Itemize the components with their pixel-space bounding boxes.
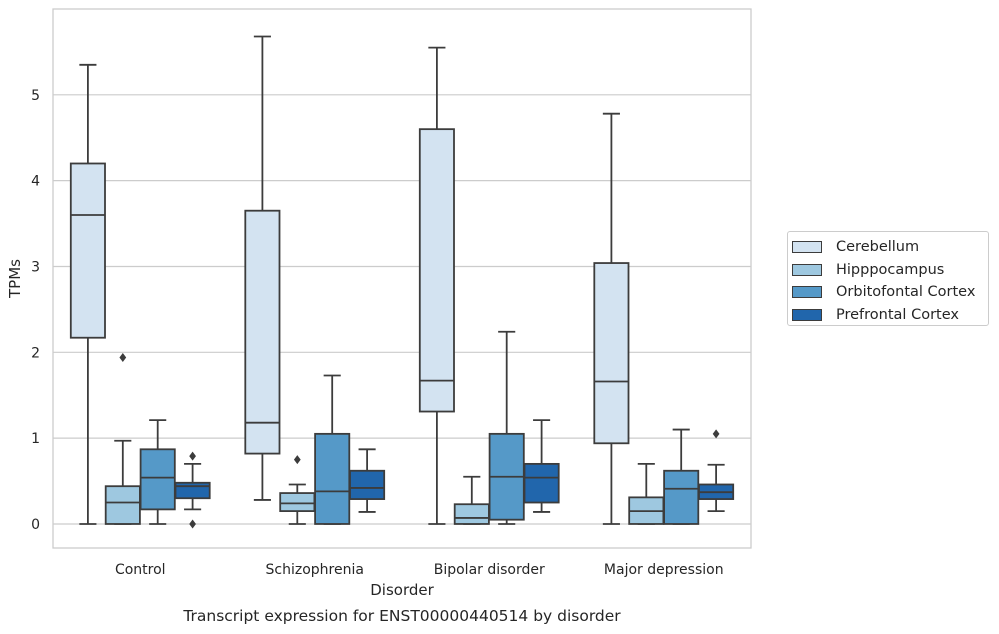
outlier-point: [189, 519, 196, 529]
box-body: [279, 492, 316, 512]
box-1-3: [628, 462, 665, 525]
legend-swatch: [792, 241, 822, 254]
legend-label: Cerebellum: [836, 239, 920, 256]
box-2-1: [314, 374, 351, 525]
box-body: [69, 162, 106, 339]
box-body: [244, 209, 281, 455]
legend-label: Prefrontal Cortex: [836, 306, 959, 323]
y-tick-label: 2: [31, 345, 40, 361]
legend-swatch: [792, 286, 822, 299]
chart-title: Transcript expression for ENST0000044051…: [182, 607, 621, 625]
box-3-0: [174, 451, 211, 529]
box-body: [349, 469, 386, 500]
box-3-2: [523, 419, 560, 513]
box-series: [69, 35, 735, 529]
box-0-3: [593, 112, 630, 525]
legend-label: Orbitofontal Cortex: [836, 284, 976, 301]
x-tick-label: Major depression: [604, 562, 724, 578]
y-tick-label: 0: [31, 517, 40, 533]
box-body: [104, 485, 141, 525]
legend-item: Orbitofontal Cortex: [792, 281, 988, 304]
y-axis-tick-labels: 0 1 2 3 4 5: [31, 88, 40, 533]
box-body: [174, 481, 211, 500]
legend-label: Hipppocampus: [836, 261, 945, 278]
box-1-1: [279, 455, 316, 525]
x-tick-label: Schizophrenia: [266, 562, 364, 578]
legend-item: Hipppocampus: [792, 259, 988, 282]
y-tick-label: 5: [31, 88, 40, 104]
box-0-1: [244, 35, 281, 501]
legend: Cerebellum Hipppocampus Orbitofontal Corte…: [787, 231, 989, 326]
box-3-1: [349, 448, 386, 513]
box-body: [453, 503, 490, 525]
x-tick-label: Control: [115, 562, 166, 578]
box-body: [663, 469, 700, 525]
legend-item: Prefrontal Cortex: [792, 304, 988, 327]
box-2-0: [139, 419, 176, 525]
y-axis-label: TPMs: [6, 259, 24, 299]
outlier-point: [293, 455, 301, 465]
legend-swatch: [792, 308, 822, 321]
outlier-point: [119, 352, 127, 362]
x-axis-label: Disorder: [370, 581, 434, 599]
box-body: [314, 432, 351, 525]
box-body: [139, 448, 176, 511]
box-3-3: [698, 429, 735, 512]
y-tick-label: 3: [31, 259, 40, 275]
y-tick-label: 4: [31, 174, 40, 190]
box-1-2: [453, 475, 490, 525]
outlier-point: [712, 429, 720, 439]
box-2-2: [488, 330, 525, 525]
box-body: [593, 262, 630, 445]
legend-swatch: [792, 263, 822, 276]
outlier-point: [189, 451, 196, 461]
y-tick-label: 1: [31, 431, 40, 447]
box-2-3: [663, 428, 700, 525]
x-tick-label: Bipolar disorder: [434, 562, 545, 578]
box-0-2: [418, 46, 455, 525]
x-axis-tick-labels: Control Schizophrenia Bipolar disorder Majo…: [115, 562, 724, 578]
box-body: [523, 462, 560, 504]
box-body: [418, 128, 455, 413]
box-0-0: [69, 63, 106, 525]
plot-frame: [52, 8, 752, 549]
legend-item: Cerebellum: [792, 236, 988, 259]
